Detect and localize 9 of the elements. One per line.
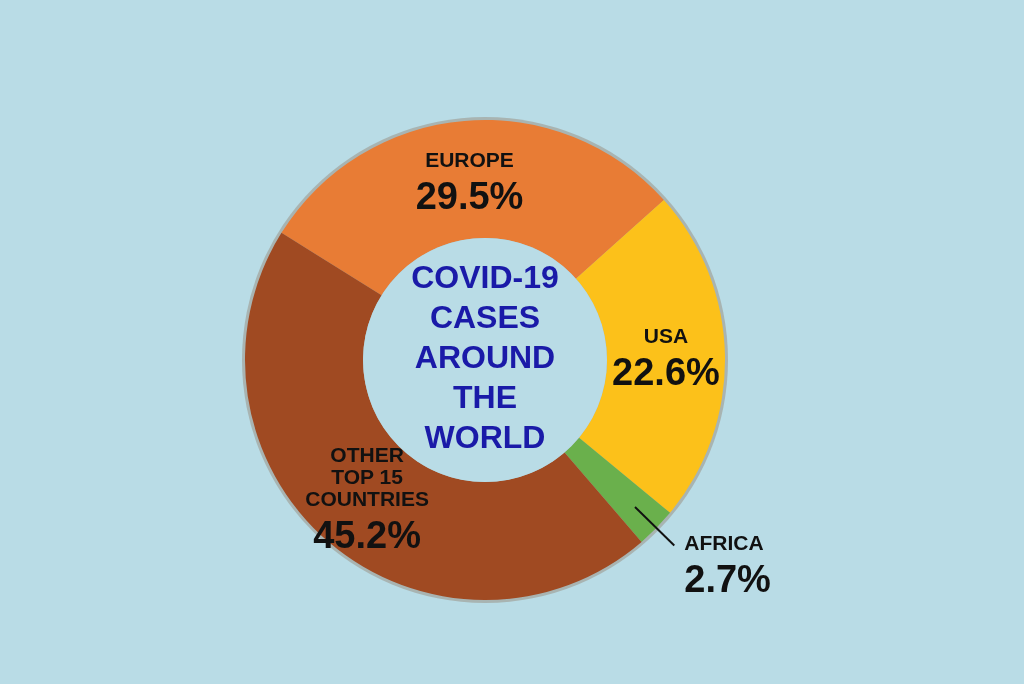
donut-slice — [575, 200, 725, 513]
slice-label: USA — [643, 324, 689, 348]
slice-label: EUROPE — [425, 147, 514, 171]
slice-label: AFRICA — [684, 531, 764, 555]
donut-slice — [564, 437, 671, 542]
data-label: 29.5% — [415, 174, 524, 217]
data-label: 2.7% — [684, 558, 771, 601]
data-label: 22.6% — [612, 351, 720, 394]
donut-slice — [281, 120, 664, 296]
